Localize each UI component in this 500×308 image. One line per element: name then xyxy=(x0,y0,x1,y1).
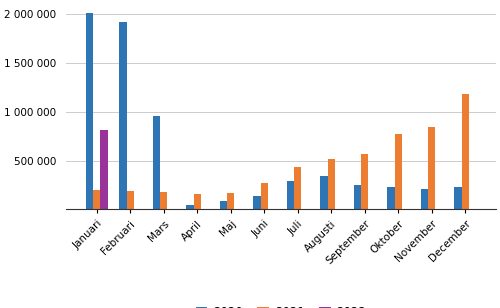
Bar xyxy=(387,187,394,209)
Bar xyxy=(428,127,436,209)
Bar xyxy=(253,196,260,209)
Bar xyxy=(454,187,462,209)
Bar xyxy=(260,183,268,209)
Bar xyxy=(220,201,227,209)
Bar xyxy=(361,154,368,209)
Bar xyxy=(93,190,100,209)
Legend: 2020, 2021, 2022: 2020, 2021, 2022 xyxy=(191,302,371,308)
Bar xyxy=(126,191,134,209)
Bar xyxy=(86,13,93,209)
Bar xyxy=(462,94,469,209)
Bar xyxy=(320,176,328,209)
Bar xyxy=(152,116,160,209)
Bar xyxy=(294,168,302,209)
Bar xyxy=(227,193,234,209)
Bar xyxy=(420,189,428,209)
Bar xyxy=(354,184,361,209)
Bar xyxy=(328,159,335,209)
Bar xyxy=(194,194,201,209)
Bar xyxy=(186,205,194,209)
Bar xyxy=(160,192,168,209)
Bar xyxy=(286,180,294,209)
Bar xyxy=(119,22,126,209)
Bar xyxy=(394,134,402,209)
Bar xyxy=(100,130,108,209)
